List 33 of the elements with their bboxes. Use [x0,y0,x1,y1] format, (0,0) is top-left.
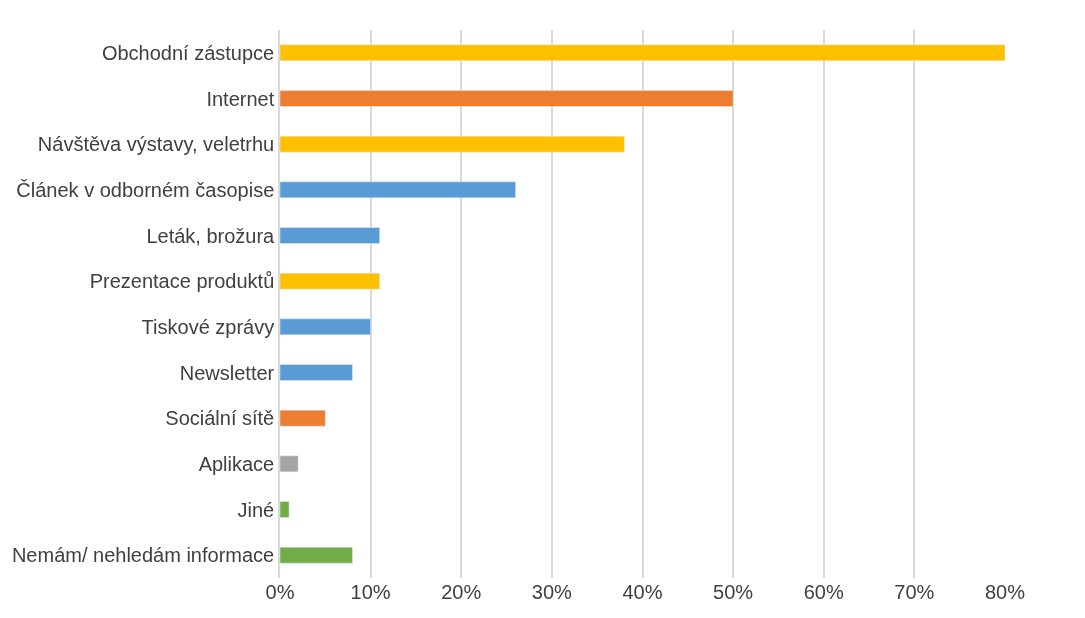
bar [280,272,380,290]
x-tick-label: 60% [803,581,844,603]
x-tick-label: 0% [265,581,295,603]
bar [280,364,353,381]
y-tick-label: Jiné [237,498,275,521]
x-tick-label: 10% [350,581,391,603]
y-tick-label: Článek v odborném časopise [16,178,275,201]
x-tick-label: 20% [441,581,482,603]
bar [280,501,290,518]
y-tick-label: Sociální sítě [165,407,275,430]
bar [280,44,1005,62]
y-tick-label: Internet [206,87,275,110]
x-tick-label: 50% [713,581,754,603]
y-tick-label: Nemám/ nehledám informace [11,544,275,567]
y-tick-label: Leták, brožura [146,224,276,247]
y-tick-label: Newsletter [179,361,275,384]
x-tick-label: 80% [984,581,1026,603]
y-tick-label: Tiskové zprávy [141,315,275,338]
bar [280,135,625,153]
bar [280,546,353,564]
bar [280,455,299,473]
x-tick-label: 40% [622,581,663,603]
bar [280,409,326,427]
y-tick-label: Prezentace produktů [89,270,275,293]
y-tick-label: Obchodní zástupce [101,41,275,64]
y-tick-label: Aplikace [198,452,275,475]
bar [280,227,380,244]
x-tick-label: 30% [531,581,573,603]
bar [280,90,734,107]
bar [280,181,516,199]
y-tick-label: Návštěva výstavy, veletrhu [37,133,275,156]
x-tick-label: 70% [894,581,935,603]
bar [280,318,371,336]
